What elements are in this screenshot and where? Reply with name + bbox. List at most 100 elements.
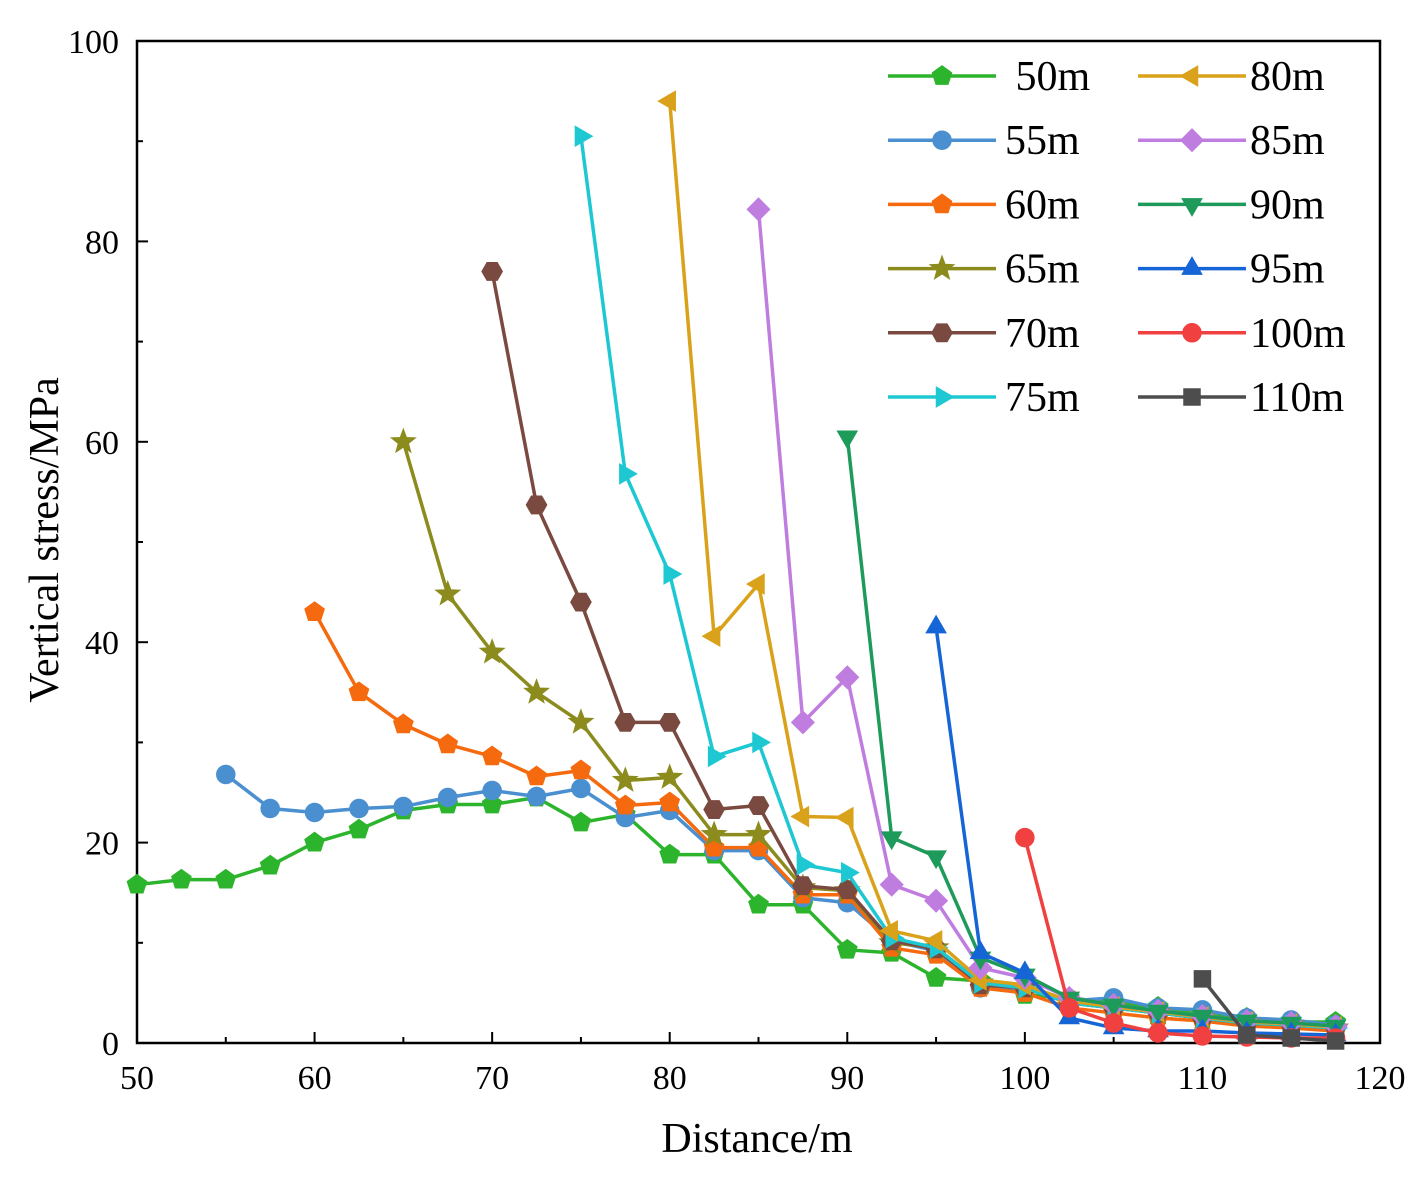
- legend-marker: [1181, 256, 1203, 275]
- data-point: [752, 731, 771, 754]
- data-point: [216, 764, 236, 785]
- y-tick-label: 40: [85, 625, 119, 662]
- data-point: [656, 763, 684, 789]
- data-point: [437, 733, 459, 754]
- legend-label: 70m: [1005, 311, 1080, 357]
- data-point: [1059, 998, 1079, 1018]
- legend-marker: [928, 254, 956, 281]
- series-line: [401, 441, 1336, 1030]
- legend-item: 90m: [1138, 182, 1325, 228]
- data-point: [523, 678, 550, 704]
- series-group: [126, 786, 1347, 1031]
- legend-label: 95m: [1250, 247, 1325, 293]
- data-point: [924, 888, 949, 913]
- data-point: [745, 820, 772, 847]
- data-point: [707, 745, 727, 768]
- series-group: [304, 601, 1347, 1040]
- legend-item: 75m: [888, 375, 1080, 421]
- data-point: [700, 820, 728, 847]
- legend-item: 110m: [1138, 375, 1344, 421]
- y-axis-title: Vertical stress/MPa: [22, 377, 68, 703]
- data-point: [482, 780, 502, 801]
- series-line: [136, 795, 1336, 1024]
- data-point: [481, 745, 503, 766]
- data-point: [969, 940, 992, 960]
- data-point: [1148, 1023, 1168, 1043]
- data-point: [304, 831, 325, 852]
- data-point: [1147, 1004, 1169, 1024]
- data-point: [703, 800, 725, 819]
- axes: 50 60 70 80 90 100 110 120 0 20 40 60 80 100: [68, 24, 1406, 1097]
- x-tick-label: 110: [1178, 1060, 1228, 1097]
- data-point: [1326, 1032, 1345, 1050]
- data-point: [392, 713, 414, 734]
- data-point: [574, 125, 594, 148]
- legend-marker: [1182, 323, 1202, 343]
- data-point: [525, 495, 548, 515]
- data-point: [745, 573, 765, 595]
- legend-marker: [1183, 388, 1201, 406]
- x-axis-title: Distance/m: [661, 1116, 853, 1162]
- data-point: [304, 601, 325, 621]
- data-point: [126, 873, 148, 894]
- legend-label: 65m: [1005, 247, 1080, 293]
- data-point: [663, 563, 683, 585]
- data-point: [879, 872, 904, 897]
- data-point: [790, 805, 810, 828]
- data-point: [571, 778, 591, 799]
- legend-label: 90m: [1250, 182, 1325, 228]
- x-tick-label: 70: [475, 1060, 509, 1097]
- legend-item: 65m: [888, 247, 1080, 293]
- data-point: [567, 708, 595, 734]
- x-tick-label: 60: [298, 1060, 332, 1097]
- data-point: [657, 90, 676, 112]
- data-point: [880, 831, 903, 851]
- data-point: [481, 793, 503, 814]
- y-tick-label: 100: [68, 24, 119, 61]
- data-point: [658, 712, 681, 732]
- x-tick-label: 50: [120, 1060, 154, 1097]
- legend-item: 80m: [1138, 54, 1325, 100]
- legend-item: 70m: [888, 311, 1080, 357]
- data-point: [619, 463, 638, 485]
- legend-marker: [935, 386, 955, 408]
- data-point: [614, 712, 637, 732]
- data-point: [1103, 1013, 1124, 1033]
- legend-item: 100m: [1138, 311, 1346, 357]
- series-line: [667, 100, 1336, 1029]
- series-line: [934, 626, 1336, 1037]
- data-point: [836, 938, 858, 959]
- legend-marker: [931, 65, 953, 85]
- data-point: [348, 681, 370, 702]
- y-tick-label: 20: [85, 826, 119, 863]
- x-tick-label: 100: [999, 1060, 1050, 1097]
- series-line: [224, 773, 1336, 1027]
- series-line: [490, 271, 1336, 1030]
- legend-label: 50m: [1005, 54, 1091, 100]
- legend-item: 55m: [888, 118, 1080, 164]
- data-point: [1014, 960, 1036, 980]
- series-line: [313, 611, 1336, 1033]
- y-tick-label: 0: [102, 1026, 119, 1063]
- data-point: [1015, 827, 1035, 848]
- data-point: [834, 806, 854, 829]
- data-point: [438, 787, 458, 808]
- data-point: [835, 665, 860, 690]
- data-point: [925, 966, 947, 987]
- data-point: [393, 796, 414, 817]
- x-tick-label: 80: [653, 1060, 687, 1097]
- plot-frame: [135, 39, 1382, 1045]
- data-point: [260, 798, 280, 819]
- data-point: [1238, 1026, 1256, 1044]
- legend-marker: [1179, 65, 1199, 87]
- series-line: [1201, 977, 1336, 1043]
- legend-label: 55m: [1005, 118, 1080, 164]
- data-point: [304, 802, 325, 823]
- legend-marker: [932, 130, 952, 150]
- data-point: [1193, 970, 1212, 988]
- data-point: [434, 579, 462, 606]
- data-point: [526, 786, 547, 807]
- data-point: [659, 791, 681, 812]
- data-point: [348, 818, 370, 839]
